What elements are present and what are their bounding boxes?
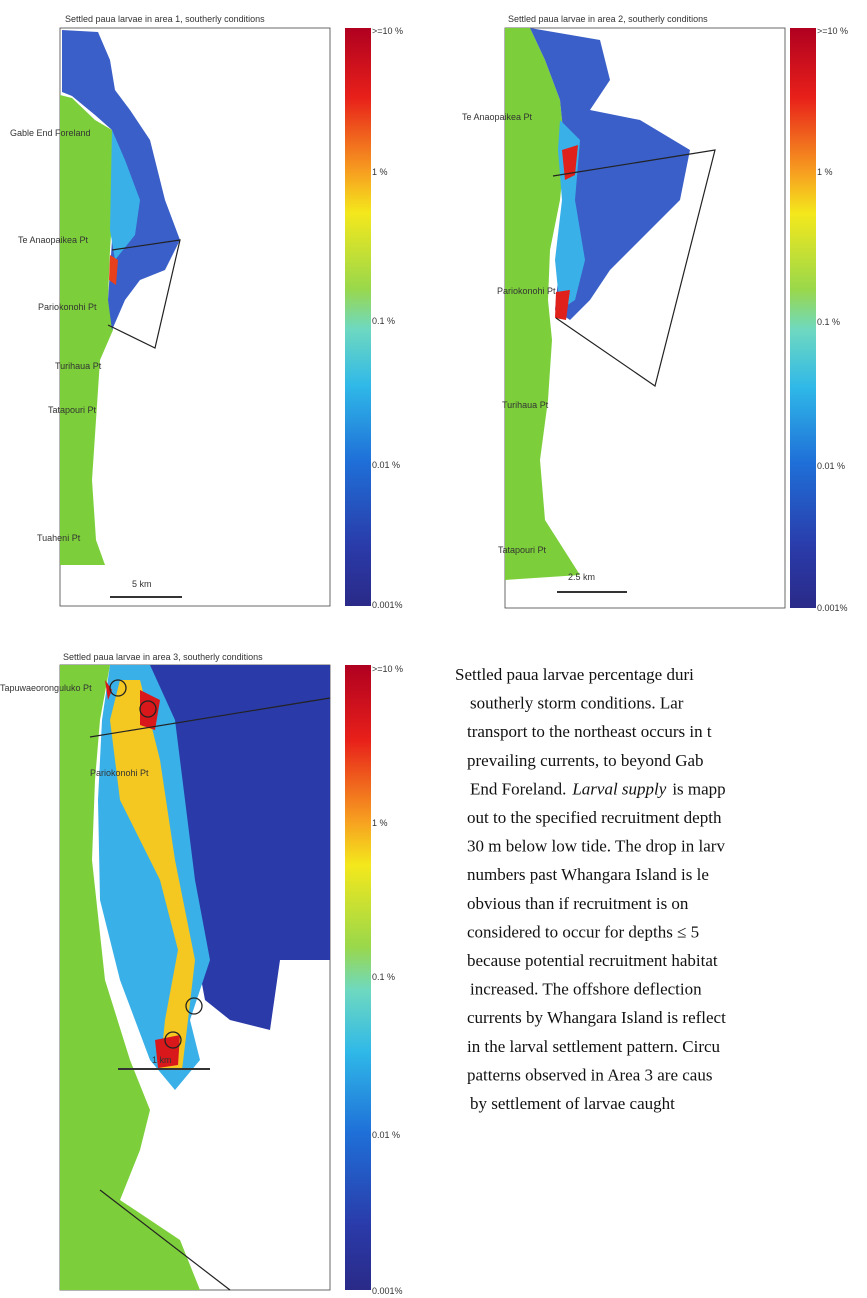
caption-line: increased. The offshore deflection [470,980,702,999]
place-label: Gable End Foreland [10,128,91,138]
colorbar-label: 0.1 % [372,316,395,326]
place-label: Tatapouri Pt [498,545,547,555]
caption-line: by settlement of larvae caught [470,1094,675,1113]
caption-line: currents by Whangara Island is reflect [467,1008,726,1027]
page: Settled paua larvae in area 1, southerly… [0,0,867,1298]
place-label: Tuaheni Pt [37,533,81,543]
place-label: Turihaua Pt [55,361,102,371]
caption-line: out to the specified recruitment depth [467,808,722,827]
place-label: Turihaua Pt [502,400,549,410]
map-title: Settled paua larvae in area 1, southerly… [65,14,265,24]
colorbar-label: 0.001% [372,600,403,610]
place-label: Pariokonohi Pt [90,768,149,778]
colorbar-label: 0.01 % [817,461,845,471]
caption-line: obvious than if recruitment is on [467,894,689,913]
page-figure: Settled paua larvae in area 1, southerly… [0,0,867,1298]
colorbar-label: >=10 % [372,26,403,36]
colorbar [790,28,816,608]
map-title: Settled paua larvae in area 2, southerly… [508,14,708,24]
caption-line: southerly storm conditions. Lar [470,694,684,713]
scale-label: 2.5 km [568,572,595,582]
place-label: Te Anaopaikea Pt [18,235,89,245]
caption: Settled paua larvae percentage duri south… [455,665,726,1113]
colorbar-label: 0.1 % [817,317,840,327]
caption-line: because potential recruitment habitat [467,951,718,970]
caption-span: End Foreland. [470,779,566,798]
scale-label: 5 km [132,579,152,589]
scale-label: 1 km [152,1055,172,1065]
caption-span: Larval supply [571,779,666,798]
place-label: Tatapouri Pt [48,405,97,415]
colorbar-label: 1 % [817,167,833,177]
place-label: Te Anaopaikea Pt [462,112,533,122]
colorbar-label: 0.001% [817,603,848,613]
caption-line: End Foreland. Larval supply is mapp [470,779,726,798]
map-title: Settled paua larvae in area 3, southerly… [63,652,263,662]
colorbar-label: >=10 % [817,26,848,36]
colorbar-label: >=10 % [372,664,403,674]
caption-line: numbers past Whangara Island is le [467,865,709,884]
place-label: Pariokonohi Pt [38,302,97,312]
colorbar [345,665,371,1290]
caption-line: prevailing currents, to beyond Gab [467,751,704,770]
colorbar-label: 1 % [372,818,388,828]
caption-line: considered to occur for depths ≤ 5 [467,922,699,941]
caption-span: is mapp [672,779,725,798]
colorbar-label: 0.001% [372,1286,403,1296]
caption-line: patterns observed in Area 3 are caus [467,1065,712,1084]
colorbar-label: 1 % [372,167,388,177]
caption-line: 30 m below low tide. The drop in larv [467,837,725,856]
colorbar-label: 0.01 % [372,1130,400,1140]
colorbar-label: 0.01 % [372,460,400,470]
colorbar [345,28,371,606]
colorbar-label: 0.1 % [372,972,395,982]
caption-line: transport to the northeast occurs in t [467,722,712,741]
place-label: Tapuwaeoronguluko Pt [0,683,92,693]
caption-line: in the larval settlement pattern. Circu [467,1037,721,1056]
place-label: Pariokonohi Pt [497,286,556,296]
caption-line: Settled paua larvae percentage duri [455,665,694,684]
